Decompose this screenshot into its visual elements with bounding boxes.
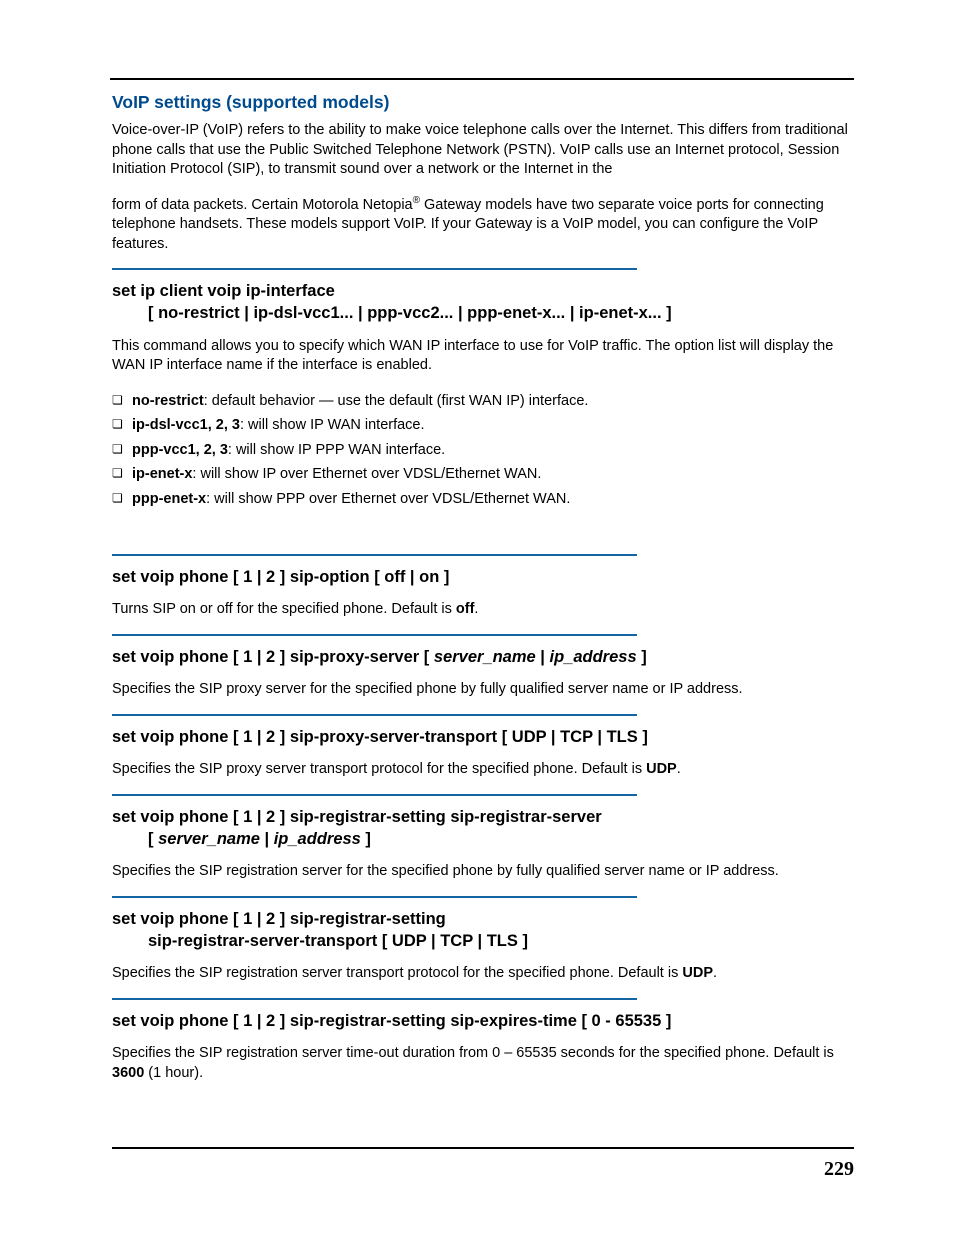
command-description: Turns SIP on or off for the specified ph… — [112, 600, 854, 620]
text-bold: 3600 — [112, 1065, 144, 1081]
text-pre: Specifies the SIP registration server ti… — [112, 1045, 834, 1061]
command-description: Specifies the SIP proxy server for the s… — [112, 680, 854, 700]
command-heading-ip-interface: set ip client voip ip-interface [ no-res… — [112, 280, 854, 325]
cmd-ital: ip_address — [550, 648, 637, 666]
command-description: Specifies the SIP registration server fo… — [112, 862, 854, 882]
cmd-pre: set voip phone [ 1 | 2 ] sip-proxy-serve… — [112, 648, 434, 666]
cmd-mid: | — [536, 648, 550, 666]
cmd-ital: server_name — [158, 830, 260, 848]
registered-symbol: ® — [413, 195, 420, 206]
divider — [112, 268, 637, 270]
command-heading-sip-registrar-server: set voip phone [ 1 | 2 ] sip-registrar-s… — [112, 806, 854, 851]
divider — [112, 714, 637, 716]
list-rest: : will show IP WAN interface. — [240, 417, 425, 433]
list-item: ip-enet-x: will show IP over Ethernet ov… — [112, 463, 854, 485]
cmd-sub-post: ] — [361, 830, 371, 848]
text-post: . — [474, 601, 478, 617]
document-page: VoIP settings (supported models) Voice-o… — [0, 0, 954, 1235]
cmd-line1: set voip phone [ 1 | 2 ] sip-registrar-s… — [112, 808, 602, 826]
list-rest: : will show IP PPP WAN interface. — [228, 442, 445, 458]
command-description: Specifies the SIP registration server ti… — [112, 1044, 854, 1083]
command-heading-sip-option: set voip phone [ 1 | 2 ] sip-option [ of… — [112, 566, 854, 588]
divider — [112, 794, 637, 796]
list-item: ppp-enet-x: will show PPP over Ethernet … — [112, 488, 854, 510]
text-bold: UDP — [682, 965, 713, 981]
text-post: . — [713, 965, 717, 981]
divider — [112, 634, 637, 636]
cmd-line1: set ip client voip ip-interface — [112, 282, 335, 300]
cmd-post: ] — [637, 648, 647, 666]
list-term: no-restrict — [132, 393, 204, 409]
page-number: 229 — [824, 1158, 854, 1181]
cmd-ital: ip_address — [274, 830, 361, 848]
list-term: ppp-vcc1, 2, 3 — [132, 442, 228, 458]
text-pre: Turns SIP on or off for the specified ph… — [112, 601, 456, 617]
cmd-line2: [ server_name | ip_address ] — [112, 828, 854, 850]
command-description: Specifies the SIP registration server tr… — [112, 964, 854, 984]
intro-paragraph-2: form of data packets. Certain Motorola N… — [112, 194, 854, 255]
option-list: no-restrict: default behavior — use the … — [112, 390, 854, 510]
text-pre: Specifies the SIP registration server tr… — [112, 965, 682, 981]
cmd-line1: set voip phone [ 1 | 2 ] sip-registrar-s… — [112, 910, 446, 928]
intro-text-pre: form of data packets. Certain Motorola N… — [112, 197, 413, 213]
text-bold: UDP — [646, 761, 677, 777]
text-post: (1 hour). — [144, 1065, 203, 1081]
text-bold: off — [456, 601, 475, 617]
command-heading-sip-proxy-transport: set voip phone [ 1 | 2 ] sip-proxy-serve… — [112, 726, 854, 748]
text-post: . — [677, 761, 681, 777]
command-heading-sip-expires-time: set voip phone [ 1 | 2 ] sip-registrar-s… — [112, 1010, 854, 1032]
command-description: This command allows you to specify which… — [112, 337, 854, 376]
list-rest: : will show IP over Ethernet over VDSL/E… — [192, 466, 541, 482]
command-heading-sip-proxy-server: set voip phone [ 1 | 2 ] sip-proxy-serve… — [112, 646, 854, 668]
list-item: ppp-vcc1, 2, 3: will show IP PPP WAN int… — [112, 439, 854, 461]
top-rule — [110, 78, 854, 80]
spacer — [112, 524, 854, 542]
intro-paragraph-1: Voice-over-IP (VoIP) refers to the abili… — [112, 121, 854, 180]
list-term: ip-dsl-vcc1, 2, 3 — [132, 417, 240, 433]
divider — [112, 896, 637, 898]
section-title: VoIP settings (supported models) — [112, 92, 854, 113]
divider — [112, 998, 637, 1000]
cmd-line2: [ no-restrict | ip-dsl-vcc1... | ppp-vcc… — [112, 302, 854, 324]
divider — [112, 554, 637, 556]
cmd-sub-pre: [ — [148, 830, 158, 848]
list-rest: : default behavior — use the default (fi… — [204, 393, 589, 409]
bottom-rule — [112, 1147, 854, 1149]
list-term: ip-enet-x — [132, 466, 192, 482]
cmd-line2: sip-registrar-server-transport [ UDP | T… — [112, 930, 854, 952]
list-term: ppp-enet-x — [132, 491, 206, 507]
command-heading-sip-registrar-transport: set voip phone [ 1 | 2 ] sip-registrar-s… — [112, 908, 854, 953]
command-description: Specifies the SIP proxy server transport… — [112, 760, 854, 780]
cmd-sub-mid: | — [260, 830, 274, 848]
list-item: no-restrict: default behavior — use the … — [112, 390, 854, 412]
list-item: ip-dsl-vcc1, 2, 3: will show IP WAN inte… — [112, 414, 854, 436]
text-pre: Specifies the SIP proxy server transport… — [112, 761, 646, 777]
list-rest: : will show PPP over Ethernet over VDSL/… — [206, 491, 570, 507]
cmd-ital: server_name — [434, 648, 536, 666]
